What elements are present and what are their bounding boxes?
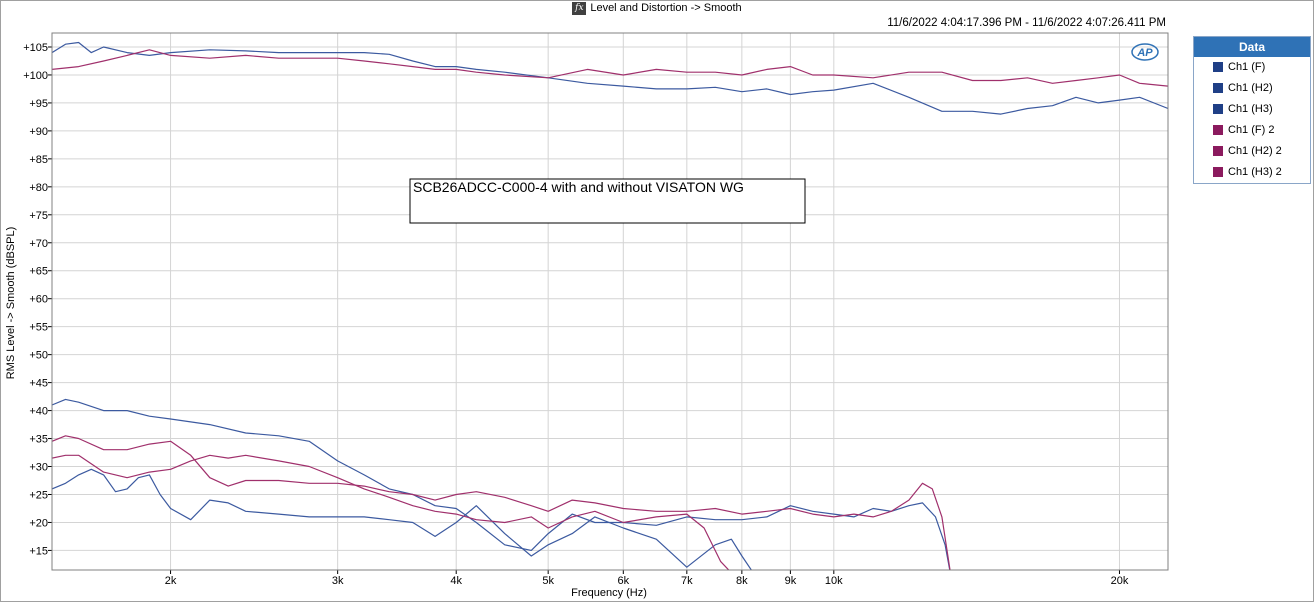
series-line-1	[52, 398, 951, 570]
legend-item[interactable]: Ch1 (F)	[1194, 57, 1310, 78]
legend-swatch	[1213, 125, 1223, 135]
series-line-4	[52, 435, 951, 570]
x-tick-label: 3k	[332, 575, 344, 587]
y-tick-label: +40	[29, 406, 48, 418]
y-tick-label: +55	[29, 322, 48, 334]
y-tick-label: +65	[29, 266, 48, 278]
legend-label: Ch1 (F)	[1228, 61, 1266, 73]
x-tick-label: 2k	[165, 575, 177, 587]
fx-icon[interactable]: fx	[572, 1, 587, 15]
legend-swatch	[1213, 104, 1223, 114]
legend-item[interactable]: Ch1 (H2) 2	[1194, 141, 1310, 162]
x-tick-label: 7k	[681, 575, 693, 587]
x-tick-label: 6k	[617, 575, 629, 587]
y-tick-label: +30	[29, 462, 48, 474]
y-axis-label: RMS Level -> Smooth (dBSPL)	[5, 227, 17, 380]
legend-item[interactable]: Ch1 (H2)	[1194, 78, 1310, 99]
x-tick-label: 5k	[542, 575, 554, 587]
y-tick-label: +100	[23, 70, 48, 82]
y-tick-label: +70	[29, 238, 48, 250]
series-line-0	[52, 41, 1168, 115]
y-tick-label: +60	[29, 294, 48, 306]
chart-header: fx Level and Distortion -> Smooth	[0, 0, 1314, 16]
x-tick-label: 10k	[825, 575, 843, 587]
x-tick-label: 8k	[736, 575, 748, 587]
legend-panel: Data Ch1 (F) Ch1 (H2) Ch1 (H3) Ch1 (F) 2 Ch1…	[1193, 36, 1311, 184]
y-tick-label: +95	[29, 98, 48, 110]
series-line-2	[52, 468, 753, 570]
legend-swatch	[1213, 83, 1223, 93]
legend-swatch	[1213, 167, 1223, 177]
plot-area	[52, 33, 1168, 570]
y-tick-label: +90	[29, 126, 48, 138]
y-tick-label: +20	[29, 517, 48, 529]
annotation-box: SCB26ADCC-C000-4 with and without VISATO…	[409, 178, 806, 224]
legend-item[interactable]: Ch1 (H3) 2	[1194, 162, 1310, 183]
legend-swatch	[1213, 62, 1223, 72]
y-tick-label: +75	[29, 210, 48, 222]
y-tick-label: +35	[29, 434, 48, 446]
axes	[51, 32, 1169, 571]
ap-logo: AP	[1131, 43, 1159, 61]
x-tick-label: 9k	[785, 575, 797, 587]
x-tick-label: 20k	[1111, 575, 1129, 587]
legend-items: Ch1 (F) Ch1 (H2) Ch1 (H3) Ch1 (F) 2 Ch1 (H2)…	[1194, 57, 1310, 183]
series-lines	[52, 41, 1168, 570]
y-tick-label: +85	[29, 154, 48, 166]
grid	[52, 33, 1168, 570]
series-line-3	[52, 49, 1168, 87]
annotation-text: SCB26ADCC-C000-4 with and without VISATO…	[413, 179, 744, 195]
legend-swatch	[1213, 146, 1223, 156]
chart-title: Level and Distortion -> Smooth	[590, 2, 742, 14]
legend-item[interactable]: Ch1 (H3)	[1194, 99, 1310, 120]
plot-border	[51, 32, 1169, 571]
legend-label: Ch1 (H2) 2	[1228, 145, 1282, 157]
y-tick-label: +50	[29, 350, 48, 362]
legend-title: Data	[1194, 37, 1310, 57]
legend-label: Ch1 (F) 2	[1228, 124, 1275, 136]
legend-label: Ch1 (H3) 2	[1228, 166, 1282, 178]
legend-item[interactable]: Ch1 (F) 2	[1194, 120, 1310, 141]
legend-label: Ch1 (H3)	[1228, 103, 1273, 115]
ap-logo-ring	[1131, 43, 1159, 61]
legend-label: Ch1 (H2)	[1228, 82, 1273, 94]
y-tick-label: +25	[29, 489, 48, 501]
y-tick-label: +15	[29, 545, 48, 557]
y-tick-label: +105	[23, 42, 48, 54]
x-axis-label: Frequency (Hz)	[571, 587, 647, 599]
x-tick-label: 4k	[450, 575, 462, 587]
ap-logo-text: AP	[1136, 47, 1153, 59]
axis-ticks: +15 +20 +25 +30 +35 +40 +45 +50 +55 +60 +65 +70 +75 +…	[23, 42, 1129, 587]
series-line-5	[52, 454, 730, 570]
time-range-label: 11/6/2022 4:04:17.396 PM - 11/6/2022 4:0…	[887, 17, 1166, 29]
y-tick-label: +80	[29, 182, 48, 194]
y-tick-label: +45	[29, 378, 48, 390]
